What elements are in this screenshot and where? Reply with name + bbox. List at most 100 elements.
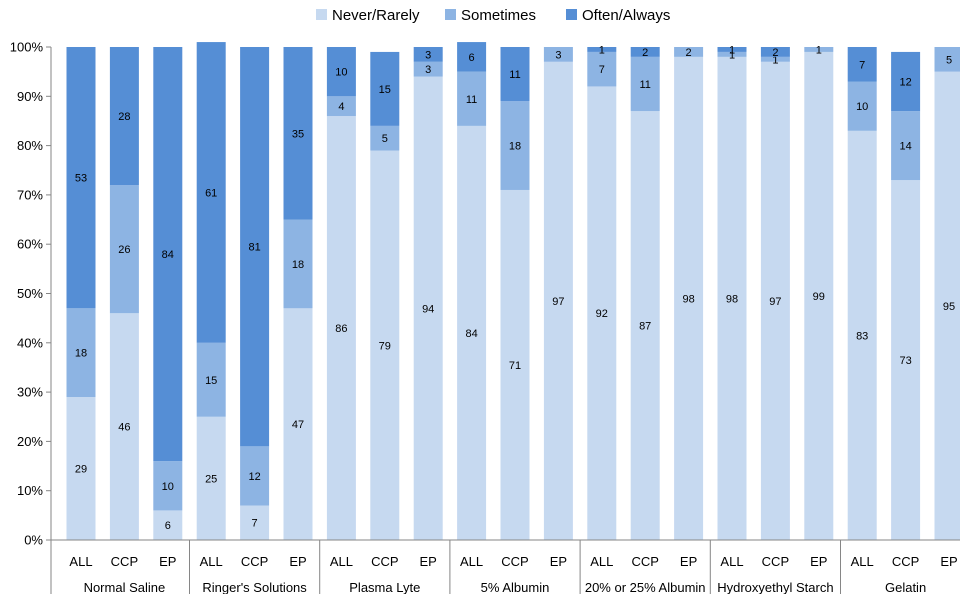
category-label-6-0: ALL <box>851 554 874 569</box>
data-label-2-0-0: 86 <box>335 323 347 335</box>
category-label-4-1: CCP <box>631 554 658 569</box>
bar-segment-6-0-2 <box>847 47 877 82</box>
bar-segment-6-0-0 <box>847 130 877 540</box>
data-label-4-0-1: 7 <box>599 64 605 76</box>
bar-segment-4-1-2 <box>630 47 660 57</box>
category-label-1-1: CCP <box>241 554 268 569</box>
y-axis: 0% 10% 20% 30% 40% 50% 60% 70% 80% 90% 100% <box>10 40 52 548</box>
bar-segment-1-1-2 <box>240 47 270 447</box>
data-label-0-2-2: 84 <box>162 249 174 261</box>
category-label-5-0: ALL <box>720 554 743 569</box>
data-label-3-1-0: 71 <box>509 360 521 372</box>
data-label-0-2-1: 10 <box>162 481 174 493</box>
bar-segment-5-0-2 <box>717 47 747 52</box>
category-label-3-0: ALL <box>460 554 483 569</box>
bar-segment-3-2-0 <box>543 61 573 540</box>
bar-segment-1-1-1 <box>240 446 270 506</box>
bar-segment-0-2-2 <box>153 47 183 462</box>
bar-segment-2-0-2 <box>326 47 356 97</box>
bar-segment-1-2-0 <box>283 308 313 540</box>
bar-segment-0-1-0 <box>109 313 139 540</box>
data-label-5-0-2: 1 <box>729 44 735 56</box>
group-label-5: Hydroxyethyl Starch <box>717 580 833 594</box>
bar-segment-5-0-1 <box>717 51 747 57</box>
data-label-6-0-0: 83 <box>856 330 868 342</box>
category-label-0-0: ALL <box>69 554 92 569</box>
data-label-3-1-1: 18 <box>509 141 521 153</box>
bar-segment-4-1-0 <box>630 111 660 540</box>
data-label-1-0-0: 25 <box>205 473 217 485</box>
category-label-0-1: CCP <box>111 554 138 569</box>
data-label-2-1-0: 79 <box>379 340 391 352</box>
category-label-5-2: EP <box>810 554 827 569</box>
data-label-2-1-2: 15 <box>379 84 391 96</box>
category-label-1-0: ALL <box>200 554 223 569</box>
bar-segment-5-0-0 <box>717 56 747 541</box>
data-label-3-2-1: 3 <box>555 49 561 61</box>
y-tick-label-8: 80% <box>17 138 43 153</box>
data-label-0-0-1: 18 <box>75 348 87 360</box>
data-label-4-0-0: 92 <box>596 308 608 320</box>
bar-segment-2-2-1 <box>413 61 443 77</box>
category-label-6-2: EP <box>940 554 957 569</box>
data-label-3-1-2: 11 <box>509 69 520 81</box>
category-label-1-2: EP <box>289 554 306 569</box>
bar-segment-1-0-1 <box>196 342 226 417</box>
data-label-4-0-2: 1 <box>599 44 605 56</box>
bar-segment-5-1-0 <box>760 61 790 540</box>
data-label-3-2-0: 97 <box>552 296 564 308</box>
legend-swatch-0 <box>316 9 327 20</box>
bar-segment-6-1-1 <box>891 111 921 181</box>
data-label-5-0-1: 1 <box>729 49 735 61</box>
legend-label-2: Often/Always <box>582 7 670 24</box>
bar-segment-5-1-1 <box>760 56 790 62</box>
group-label-4: 20% or 25% Albumin <box>585 580 706 594</box>
data-label-6-1-0: 73 <box>899 355 911 367</box>
data-label-3-0-2: 6 <box>469 52 475 64</box>
y-tick-label-6: 60% <box>17 237 43 252</box>
data-label-4-2-1: 2 <box>686 47 692 59</box>
category-label-2-2: EP <box>420 554 437 569</box>
bar-segment-2-0-0 <box>326 116 356 541</box>
category-label-4-2: EP <box>680 554 697 569</box>
bar-segment-0-2-0 <box>153 510 183 540</box>
data-label-3-0-1: 11 <box>466 94 477 106</box>
data-label-1-2-1: 18 <box>292 259 304 271</box>
bar-segment-3-0-2 <box>457 42 487 72</box>
data-label-4-1-1: 11 <box>639 79 650 91</box>
bar-segment-4-1-1 <box>630 56 660 112</box>
bar-segment-1-0-0 <box>196 416 226 540</box>
data-label-6-1-2: 12 <box>899 77 911 89</box>
bar-segment-6-1-2 <box>891 51 921 112</box>
category-label-3-1: CCP <box>501 554 528 569</box>
bar-segment-0-0-2 <box>66 47 96 309</box>
data-label-5-1-0: 97 <box>769 296 781 308</box>
data-label-2-2-2: 3 <box>425 49 431 61</box>
category-label-3-2: EP <box>550 554 567 569</box>
y-tick-label-10: 100% <box>10 40 44 55</box>
legend: Never/Rarely Sometimes Often/Always <box>316 7 670 24</box>
bar-segment-1-1-0 <box>240 505 270 540</box>
data-label-0-1-2: 28 <box>118 111 130 123</box>
legend-swatch-2 <box>566 9 577 20</box>
category-label-5-1: CCP <box>762 554 789 569</box>
bar-segment-2-1-2 <box>370 51 400 126</box>
data-label-5-2-1: 1 <box>816 44 822 56</box>
category-label-2-1: CCP <box>371 554 398 569</box>
data-label-1-0-1: 15 <box>205 375 217 387</box>
bar-segment-4-0-0 <box>587 86 617 540</box>
data-label-5-0-0: 98 <box>726 293 738 305</box>
bars: 2918534626286108425156171281471835864107… <box>66 42 960 541</box>
bar-segment-4-2-0 <box>674 56 704 541</box>
bar-segment-6-1-0 <box>891 180 921 541</box>
bar-segment-1-2-1 <box>283 219 313 309</box>
bar-segment-2-2-2 <box>413 47 443 62</box>
bar-segment-2-1-0 <box>370 150 400 540</box>
data-label-0-1-1: 26 <box>118 244 130 256</box>
data-label-1-2-0: 47 <box>292 419 304 431</box>
bar-segment-2-0-1 <box>326 96 356 117</box>
bar-segment-6-0-1 <box>847 81 877 131</box>
data-label-5-1-1: 1 <box>772 54 778 66</box>
data-label-2-0-1: 4 <box>338 101 344 113</box>
